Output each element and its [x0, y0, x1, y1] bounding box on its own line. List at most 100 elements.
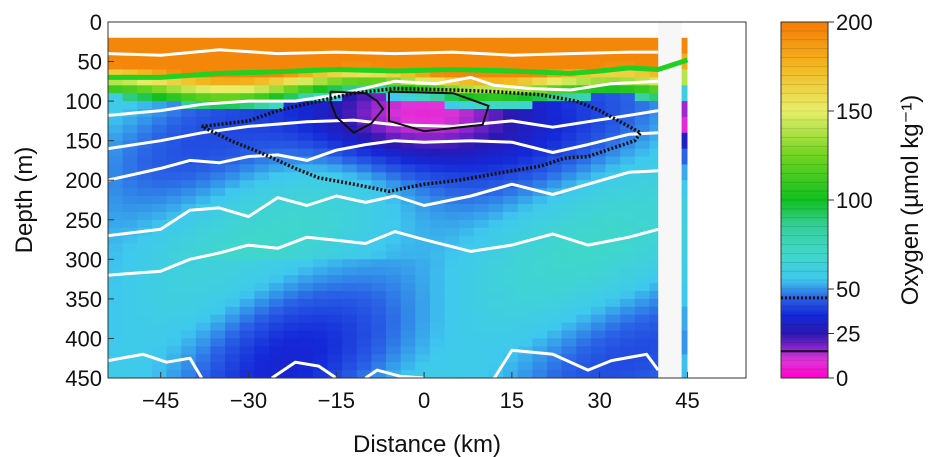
- heatmap-cell: [137, 330, 153, 339]
- heatmap-cell: [634, 93, 650, 102]
- heatmap-cell: [473, 45, 489, 55]
- heatmap-cell: [166, 85, 182, 94]
- heatmap-cell: [649, 85, 665, 94]
- heatmap-cell: [327, 330, 343, 339]
- heatmap-cell: [181, 172, 197, 181]
- heatmap-cell: [532, 235, 548, 245]
- heatmap-cell: [327, 180, 343, 189]
- heatmap-cell: [561, 259, 577, 268]
- heatmap-cell: [459, 322, 475, 332]
- heatmap-cell: [356, 196, 372, 205]
- heatmap-cell: [298, 306, 314, 316]
- heatmap-cell: [444, 267, 460, 276]
- heatmap-cell: [225, 180, 241, 189]
- heatmap-cell: [415, 322, 431, 332]
- heatmap-cell: [649, 53, 665, 63]
- heatmap-cell: [327, 172, 343, 181]
- heatmap-cell: [517, 314, 533, 324]
- heatmap-cell: [605, 314, 621, 324]
- heatmap-cell: [547, 330, 563, 339]
- heatmap-cell: [400, 338, 416, 347]
- heatmap-cell: [239, 85, 255, 94]
- heatmap-cell: [283, 346, 299, 355]
- y-tick-label: 350: [65, 287, 102, 312]
- heatmap-cell: [137, 116, 153, 126]
- heatmap-cell: [444, 275, 460, 284]
- heatmap-cell: [634, 164, 650, 173]
- heatmap-cell: [400, 283, 416, 292]
- heatmap-cell: [195, 53, 211, 63]
- heatmap-cell: [386, 164, 402, 173]
- heatmap-cell: [283, 219, 299, 229]
- heatmap-cell: [649, 354, 665, 363]
- heatmap-cell: [649, 251, 665, 260]
- heatmap-cell: [576, 156, 592, 165]
- heatmap-cell: [459, 140, 475, 150]
- heatmap-cell: [356, 124, 372, 134]
- heatmap-cell: [561, 362, 577, 371]
- heatmap-cell: [151, 338, 168, 347]
- heatmap-cell: [312, 211, 329, 221]
- heatmap-cell: [269, 132, 285, 142]
- heatmap-cell: [108, 251, 124, 260]
- heatmap-cell: [312, 69, 329, 78]
- heatmap-cell: [561, 196, 577, 205]
- heatmap-cell: [122, 124, 138, 134]
- heatmap-cell: [517, 53, 533, 63]
- heatmap-cell: [576, 164, 592, 173]
- heatmap-cell: [576, 85, 592, 94]
- heatmap-cell: [473, 109, 489, 118]
- y-axis-title: Depth (m): [11, 147, 38, 254]
- heatmap-cell: [488, 85, 504, 94]
- heatmap-cell: [386, 61, 402, 71]
- heatmap-cell: [151, 330, 168, 339]
- heatmap-cell: [327, 322, 343, 332]
- heatmap-cell: [195, 219, 211, 229]
- heatmap-cell: [561, 219, 577, 229]
- heatmap-cell: [473, 53, 489, 63]
- heatmap-cell: [108, 291, 124, 300]
- heatmap-cell: [298, 275, 314, 284]
- heatmap-cell: [561, 267, 577, 276]
- heatmap-cell: [386, 322, 402, 332]
- heatmap-cell: [371, 45, 387, 55]
- heatmap-cell: [108, 298, 124, 308]
- profile-cell: [681, 148, 688, 165]
- heatmap-cell: [371, 180, 387, 189]
- heatmap-cell: [210, 148, 226, 158]
- heatmap-cell: [298, 219, 314, 229]
- heatmap-cell: [517, 219, 533, 229]
- heatmap-cell: [429, 116, 446, 126]
- heatmap-cell: [473, 85, 489, 94]
- heatmap-cell: [429, 346, 446, 355]
- heatmap-cell: [415, 180, 431, 189]
- heatmap-cell: [429, 306, 446, 316]
- heatmap-cell: [195, 338, 211, 347]
- heatmap-cell: [473, 69, 489, 78]
- heatmap-cell: [225, 259, 241, 268]
- heatmap-cell: [342, 53, 358, 63]
- heatmap-cell: [371, 338, 387, 347]
- heatmap-cell: [459, 204, 475, 213]
- heatmap-cell: [444, 188, 460, 197]
- heatmap-cell: [137, 132, 153, 142]
- heatmap-cell: [444, 211, 460, 221]
- profile-cell: [681, 164, 688, 181]
- heatmap-cell: [605, 330, 621, 339]
- heatmap-cell: [283, 148, 299, 158]
- heatmap-cell: [195, 362, 211, 371]
- heatmap-cell: [137, 362, 153, 371]
- heatmap-cell: [561, 164, 577, 173]
- heatmap-cell: [342, 338, 358, 347]
- heatmap-cell: [210, 243, 226, 252]
- heatmap-cell: [195, 188, 211, 197]
- heatmap-cell: [590, 196, 607, 205]
- heatmap-cell: [283, 180, 299, 189]
- heatmap-cell: [400, 109, 416, 118]
- heatmap-cell: [342, 148, 358, 158]
- heatmap-cell: [386, 267, 402, 276]
- heatmap-cell: [108, 227, 124, 237]
- heatmap-cell: [605, 346, 621, 355]
- heatmap-cell: [634, 370, 650, 378]
- heatmap-cell: [181, 251, 197, 260]
